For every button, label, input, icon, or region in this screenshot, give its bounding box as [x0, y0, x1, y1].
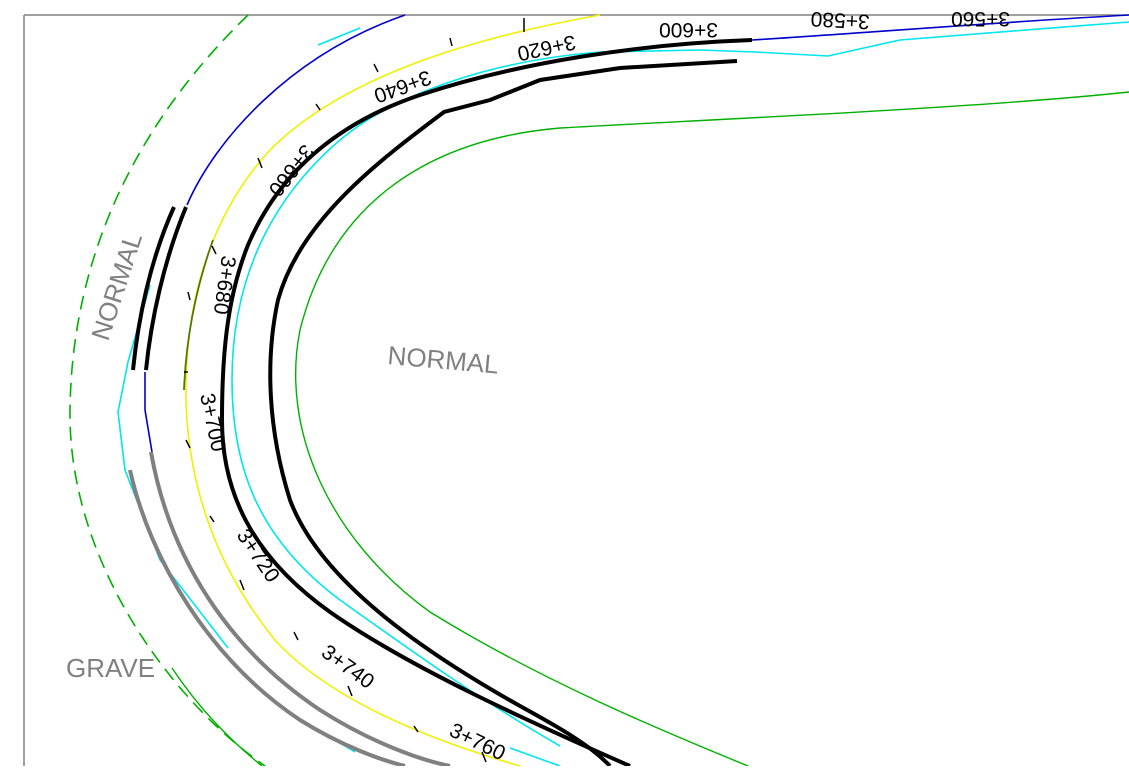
blue-edge-line	[144, 14, 1129, 453]
station-label-3700: 3+700	[195, 391, 230, 453]
station-label-3740: 3+740	[317, 640, 378, 693]
road-inner-edge	[268, 59, 738, 768]
station-label-3720: 3+720	[232, 525, 284, 587]
station-label-3580: 3+580	[810, 7, 870, 33]
station-label-3600: 3+600	[659, 18, 718, 41]
outer-dashed-boundary	[69, 14, 266, 767]
road-outer-edge	[219, 38, 753, 768]
left-barrier-2	[144, 206, 188, 371]
cyan-outer-short	[317, 27, 361, 46]
inner-green-boundary	[294, 91, 1129, 767]
cyan-bottom-segment-2	[509, 747, 561, 767]
olive-left-segment	[183, 239, 214, 391]
grey-barrier-inner	[149, 451, 451, 768]
station-label-3760: 3+760	[446, 719, 509, 766]
cyan-top-right-line	[231, 21, 1129, 747]
left-barrier-1	[131, 206, 176, 371]
zone-label-bottom: GRAVE	[66, 653, 155, 683]
station-ticks	[184, 18, 525, 763]
station-label-3680: 3+680	[209, 254, 240, 316]
zone-label-center: NORMAL	[386, 340, 499, 380]
grey-barrier-outer	[128, 469, 406, 768]
outer-green-lower	[171, 667, 263, 767]
station-label-3560: 3+560	[951, 7, 1010, 30]
yellow-centerline	[185, 14, 601, 767]
cyan-left-line	[117, 284, 229, 649]
